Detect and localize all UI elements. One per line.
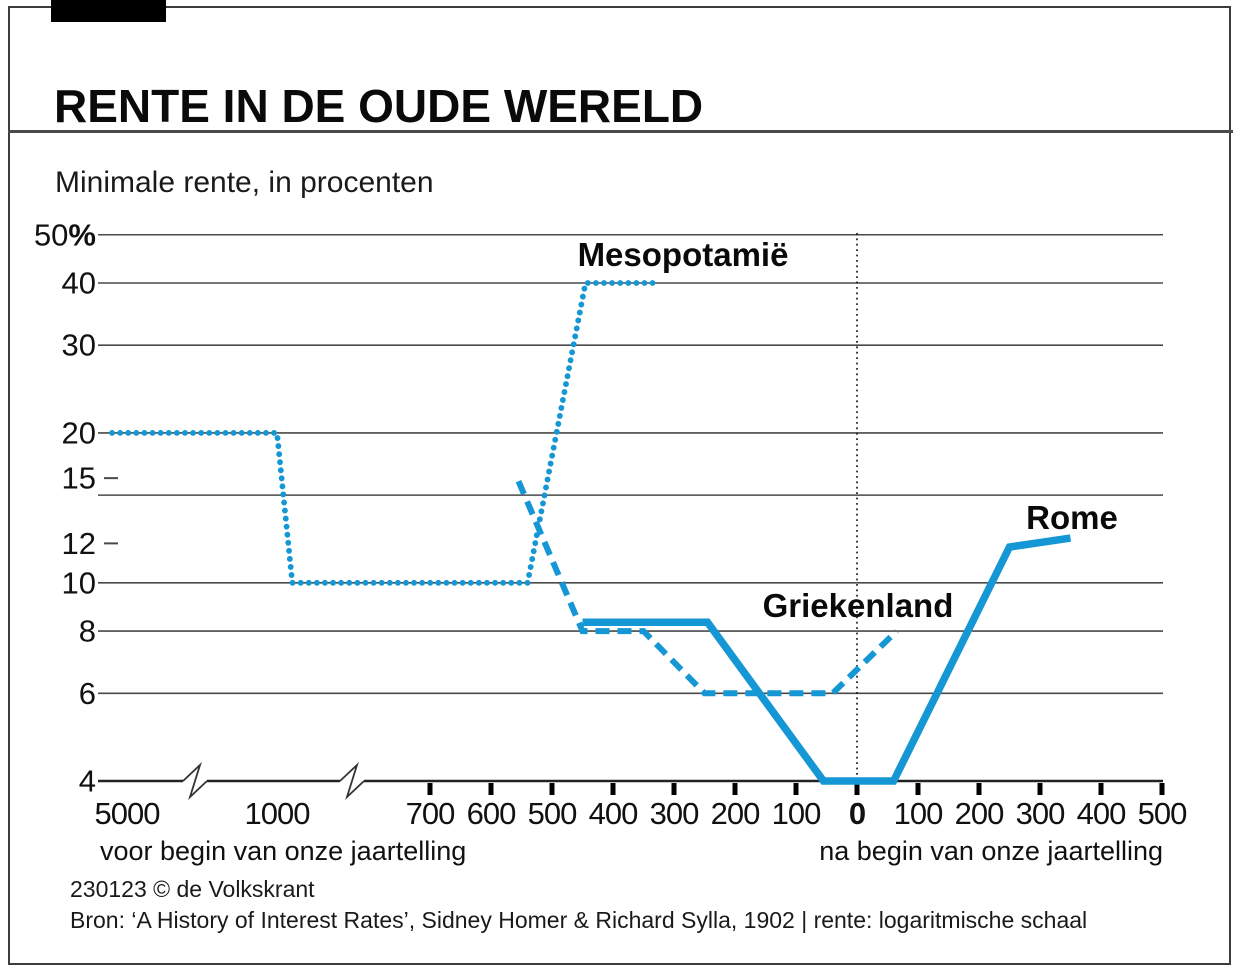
chart-subtitle: Minimale rente, in procenten	[55, 166, 434, 199]
x-axis-label-100: 100	[894, 796, 943, 831]
series-label-rome: Rome	[1026, 499, 1118, 536]
era-caption-ad: na begin van onze jaartelling	[819, 836, 1163, 866]
page-frame	[8, 6, 1231, 965]
x-axis-label-1000: 1000	[245, 796, 311, 831]
x-axis-label-400: 400	[1077, 796, 1126, 831]
x-axis-label--400: 400	[589, 796, 638, 831]
x-axis-label-200: 200	[955, 796, 1004, 831]
y-axis-label-12: 12	[62, 526, 96, 561]
x-axis-label--300: 300	[650, 796, 699, 831]
page-title: RENTE IN DE OUDE WERELD	[54, 79, 704, 132]
y-axis-label-10: 10	[62, 565, 96, 600]
x-axis-label-300: 300	[1016, 796, 1065, 831]
y-axis-label-15: 15	[62, 461, 96, 496]
x-axis-label-0: 0	[849, 796, 865, 831]
series-line-griekenland	[515, 480, 899, 697]
era-caption-bc: voor begin van onze jaartelling	[100, 836, 466, 866]
x-axis-label--700: 700	[406, 796, 455, 831]
credit-line: 230123 © de Volkskrant	[70, 876, 315, 902]
y-axis-label-50: 50%	[34, 217, 96, 252]
brand-bar	[51, 0, 166, 22]
y-axis-label-20: 20	[62, 415, 96, 450]
x-axis-label--200: 200	[711, 796, 760, 831]
y-axis-label-40: 40	[62, 266, 96, 301]
series-line-rome	[582, 534, 1072, 785]
series-line-mesopotamië	[109, 280, 656, 586]
x-axis-label-500: 500	[1138, 796, 1187, 831]
series-label-griekenland: Griekenland	[763, 587, 954, 624]
title-divider	[8, 130, 1233, 133]
x-axis-label--600: 600	[467, 796, 516, 831]
y-axis-label-4: 4	[79, 764, 96, 799]
x-axis-label--100: 100	[772, 796, 821, 831]
source-line: Bron: ‘A History of Interest Rates’, Sid…	[70, 907, 1088, 933]
axis-break-icon-1	[339, 761, 365, 801]
x-axis-label--500: 500	[528, 796, 577, 831]
y-axis-label-30: 30	[62, 328, 96, 363]
y-axis-label-6: 6	[79, 676, 96, 711]
y-axis-label-8: 8	[79, 614, 96, 649]
x-axis-label-5000: 5000	[95, 796, 161, 831]
series-label-mesopotamië: Mesopotamië	[578, 236, 789, 273]
axis-break-icon-0	[182, 761, 208, 801]
